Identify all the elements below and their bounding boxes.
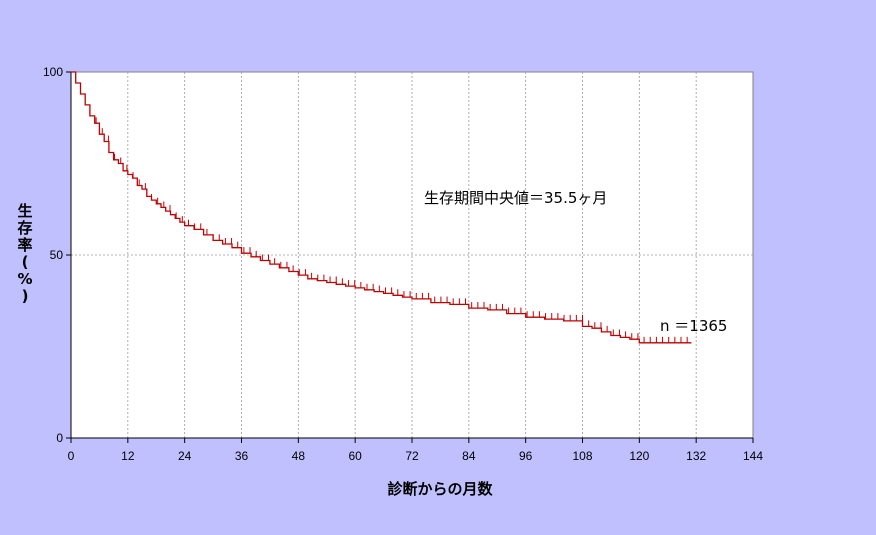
survival-series xyxy=(71,71,692,344)
x-tick-label: 84 xyxy=(462,449,476,463)
y-axis-label-char: 存 xyxy=(17,219,32,237)
x-tick-label: 108 xyxy=(572,449,592,463)
x-tick-label: 72 xyxy=(405,449,419,463)
x-tick-label: 0 xyxy=(68,449,75,463)
median-annotation: 生存期間中央値＝35.5ヶ月 xyxy=(424,189,607,207)
x-tick-label: 60 xyxy=(348,449,362,463)
y-axis-label: 生存率(%) xyxy=(17,202,32,305)
y-axis-label-char: 生 xyxy=(17,202,32,220)
survival-curve xyxy=(71,71,692,344)
y-axis-label-char: 率 xyxy=(17,236,32,254)
y-axis-label-char: ( xyxy=(22,253,29,271)
y-tick-label: 100 xyxy=(43,65,63,79)
x-axis-ticks: 0 12 24 36 48 60 72 84 96 108 120 132 144 xyxy=(68,438,763,463)
y-tick-label: 50 xyxy=(50,248,64,262)
x-tick-label: 24 xyxy=(178,449,192,463)
x-tick-label: 120 xyxy=(629,449,649,463)
x-tick-label: 48 xyxy=(292,449,306,463)
n-annotation: n ＝1365 xyxy=(660,317,727,335)
y-axis-ticks: 0 50 100 xyxy=(43,65,71,445)
y-axis-label-char: ) xyxy=(22,287,29,305)
y-axis-label-char: % xyxy=(17,270,32,288)
x-tick-label: 12 xyxy=(121,449,135,463)
x-tick-label: 36 xyxy=(235,449,249,463)
x-tick-label: 144 xyxy=(743,449,763,463)
x-tick-label: 96 xyxy=(519,449,533,463)
y-tick-label: 0 xyxy=(56,431,63,445)
x-tick-label: 132 xyxy=(686,449,706,463)
gridlines xyxy=(71,72,753,438)
x-axis-label: 診断からの月数 xyxy=(387,480,493,498)
